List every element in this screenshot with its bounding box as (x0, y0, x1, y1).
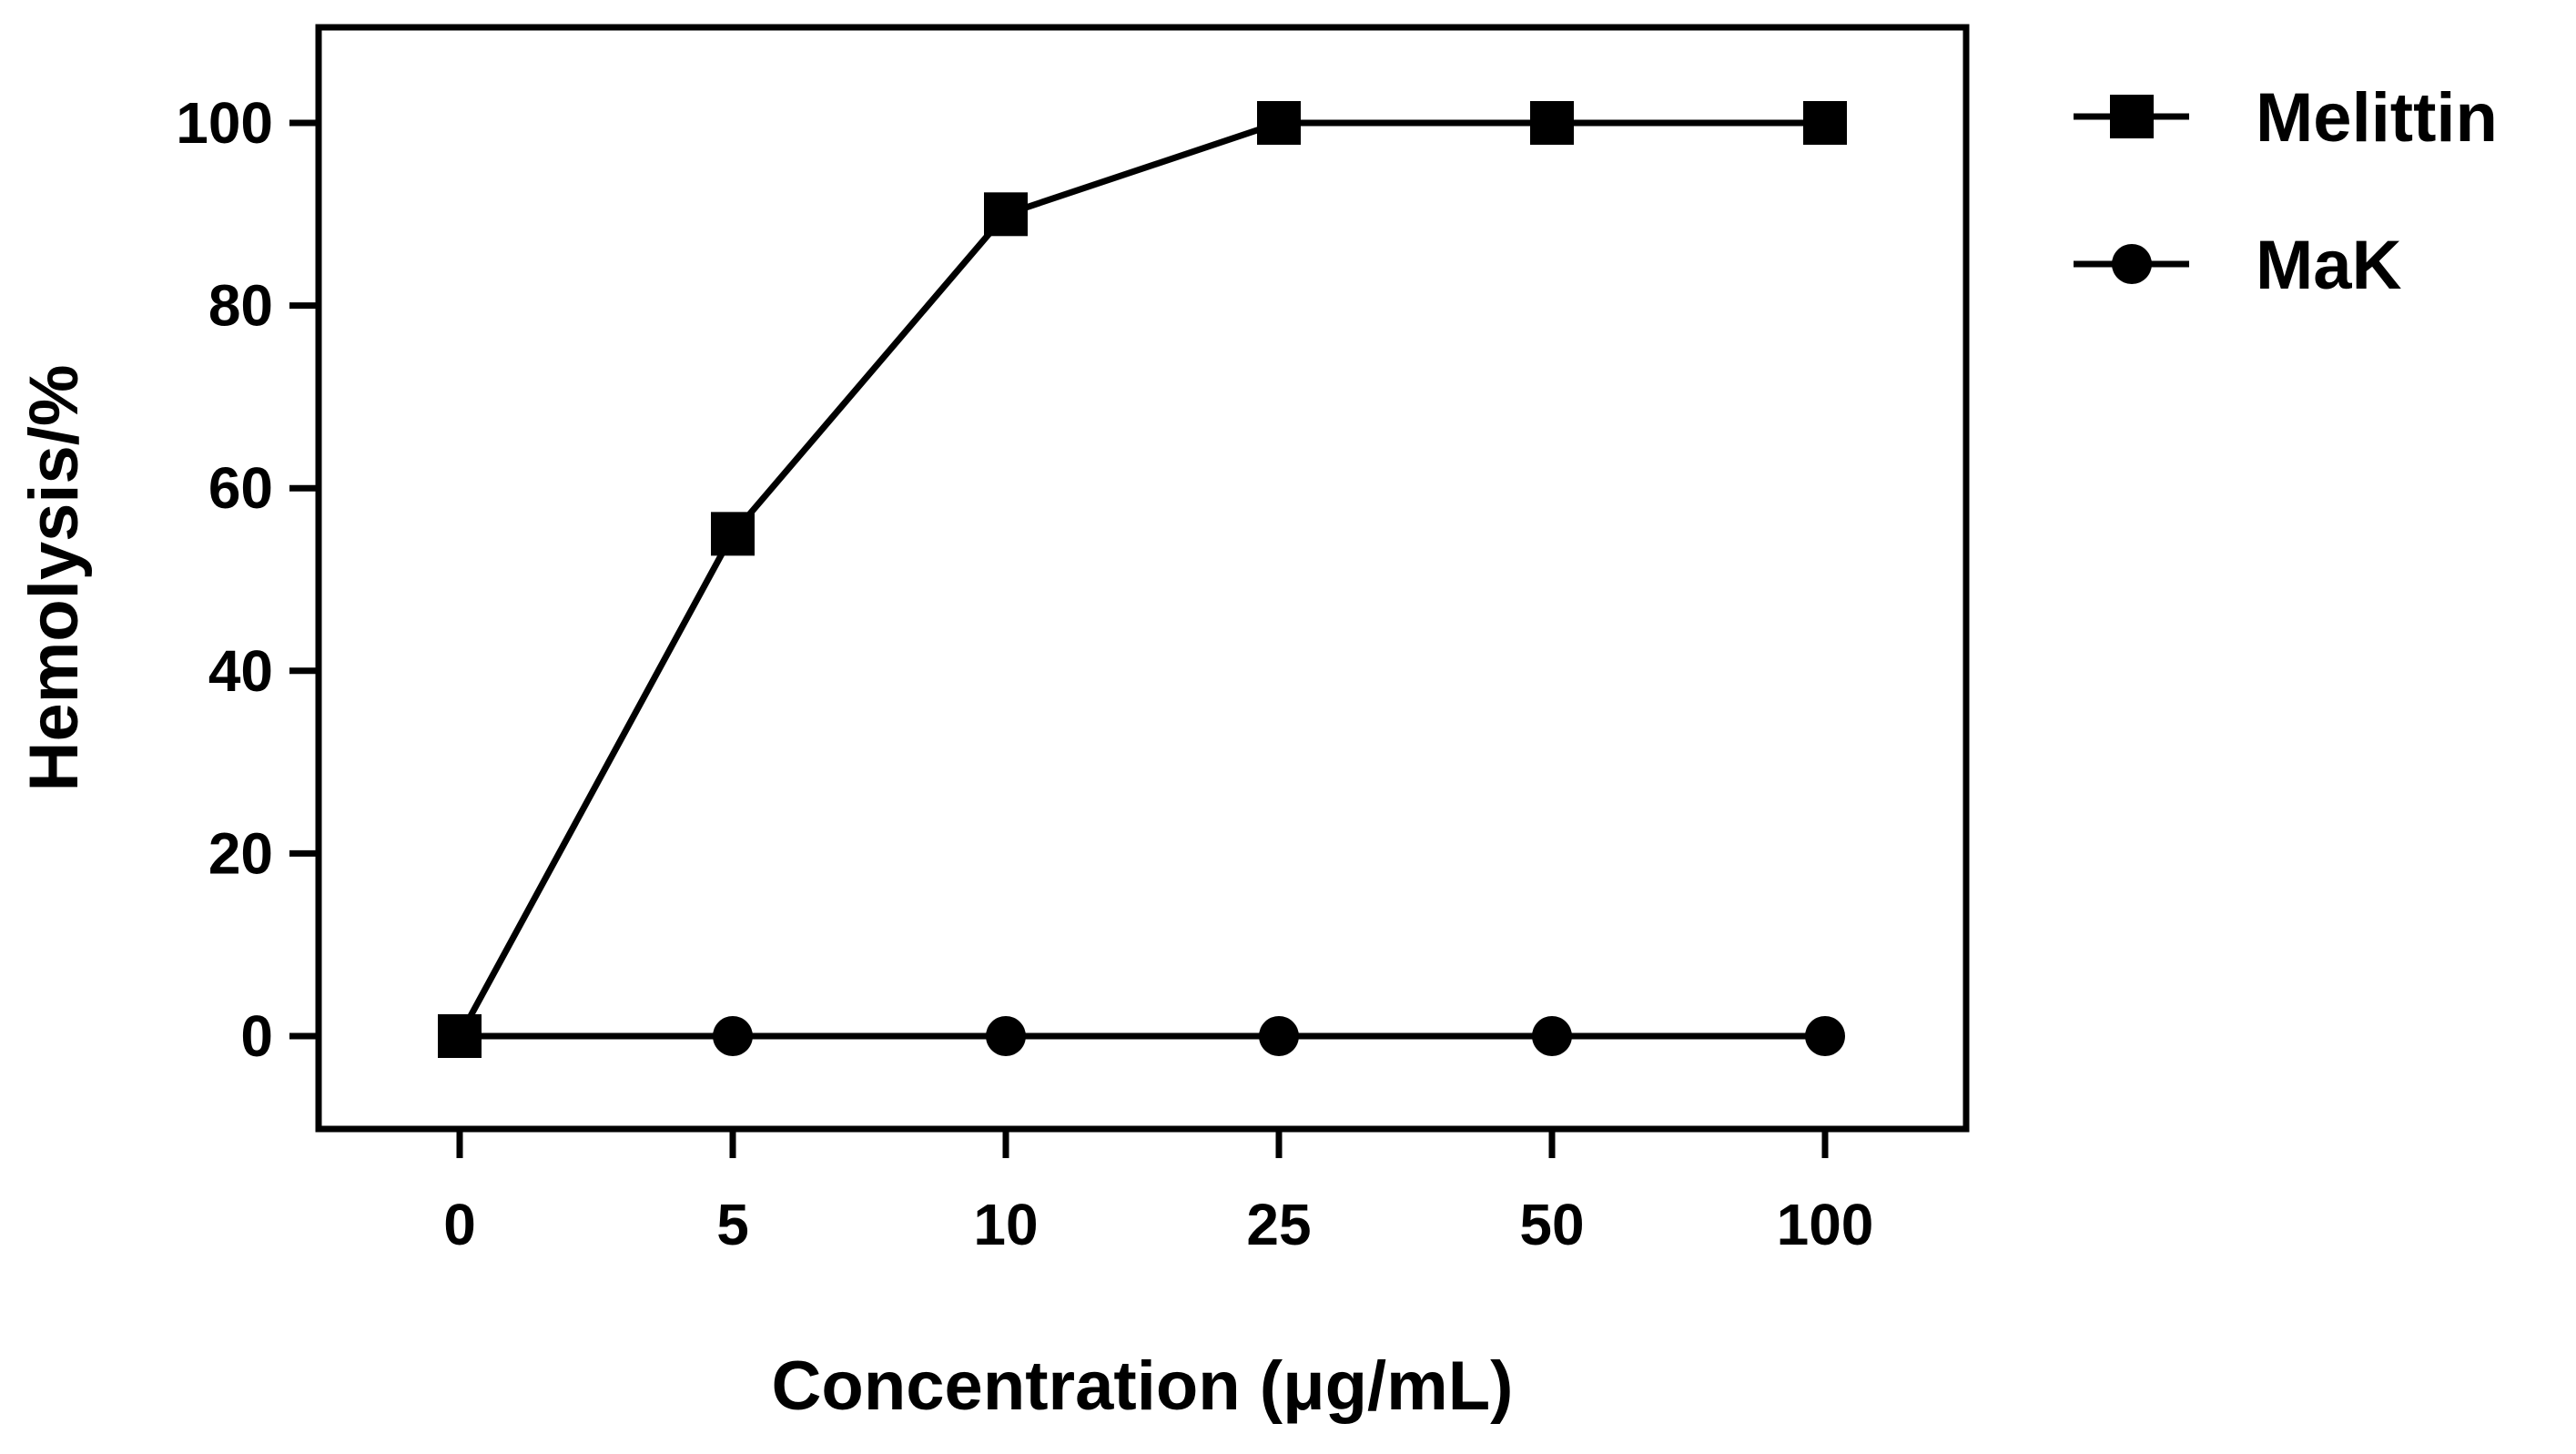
data-point-melittin (1530, 101, 1574, 145)
legend: Melittin MaK (2074, 79, 2498, 304)
y-tick-label: 40 (208, 638, 273, 704)
data-point-mak (713, 1016, 753, 1056)
x-tick-label: 25 (1246, 1192, 1311, 1257)
legend-marker-melittin (2110, 95, 2154, 138)
data-point-mak (1805, 1016, 1845, 1056)
legend-marker-mak (2112, 244, 2152, 284)
y-axis-title: Hemolysis/% (15, 365, 93, 792)
y-tick-label: 20 (208, 820, 273, 886)
legend-label-mak: MaK (2256, 227, 2402, 304)
y-tick-label: 100 (176, 90, 273, 156)
data-point-melittin (711, 512, 755, 556)
data-point-melittin (438, 1014, 482, 1058)
legend-label-melittin: Melittin (2256, 79, 2498, 157)
y-tick-label: 80 (208, 273, 273, 339)
series-line-melittin (456, 119, 1825, 1038)
plot-frame (315, 24, 1970, 1133)
x-tick-label: 0 (443, 1192, 476, 1257)
series-layer (438, 101, 1847, 1058)
data-point-mak (1259, 1016, 1299, 1056)
x-tick-label: 10 (973, 1192, 1038, 1257)
x-axis-title: Concentration (μg/mL) (772, 1347, 1514, 1425)
x-tick-label: 50 (1519, 1192, 1584, 1257)
x-tick-label: 5 (716, 1192, 749, 1257)
x-tick-label: 100 (1777, 1192, 1874, 1257)
y-tick-label: 0 (240, 1003, 273, 1069)
data-point-mak (986, 1016, 1026, 1056)
data-point-melittin (984, 192, 1028, 237)
data-point-mak (1532, 1016, 1572, 1056)
x-axis-ticks: 0 5 10 25 50 100 (443, 1129, 1873, 1257)
y-tick-label: 60 (208, 455, 273, 521)
y-axis-ticks: 0 20 40 60 80 100 (176, 90, 319, 1069)
data-point-melittin (1257, 101, 1301, 145)
data-point-melittin (1803, 101, 1847, 145)
